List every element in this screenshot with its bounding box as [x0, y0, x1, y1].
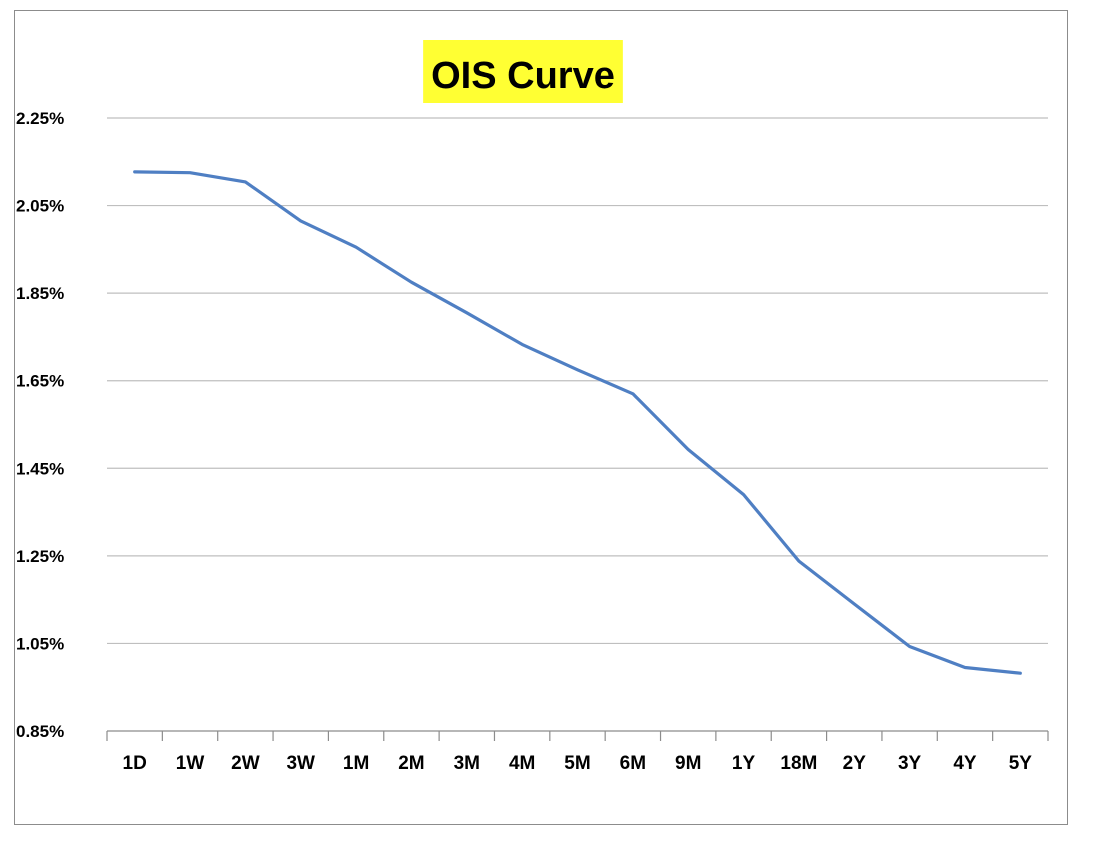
series-layer [133, 170, 1022, 675]
data-point [798, 560, 800, 562]
y-tick-label: 1.05% [16, 634, 64, 653]
y-tick-label: 2.25% [16, 109, 64, 128]
chart-title-highlight [423, 40, 623, 103]
x-tick-label: 6M [620, 753, 646, 774]
data-point [853, 603, 855, 605]
y-tick-label: 2.05% [16, 197, 64, 216]
data-point [134, 171, 136, 173]
data-point [410, 281, 412, 283]
x-tick-label: 18M [780, 753, 817, 774]
x-tick-label: 9M [675, 753, 701, 774]
y-tick-label: 1.45% [16, 459, 64, 478]
x-tick-label: 2M [398, 753, 424, 774]
chart-title-group: OIS Curve [423, 40, 623, 103]
x-tick-label: 1Y [732, 753, 756, 774]
axes [106, 730, 1049, 741]
data-point [909, 645, 911, 647]
y-tick-label: 1.65% [16, 372, 64, 391]
data-point [466, 312, 468, 314]
data-point [244, 181, 246, 183]
x-tick-label: 3W [286, 753, 315, 774]
x-tick-label: 1D [123, 753, 147, 774]
x-tick-label: 1W [176, 753, 205, 774]
x-tick-label: 3M [454, 753, 480, 774]
x-tick-label: 5M [564, 753, 590, 774]
data-point [300, 220, 302, 222]
chart-frame [14, 10, 1068, 825]
x-tick-label: 4M [509, 753, 535, 774]
x-tick-labels: 1D 1W 2W 3W 1M 2M 3M 4M 5M 6M 9M 1Y 18M 2Y 3Y 4Y 5Y [123, 753, 1033, 774]
x-tick-label: 2Y [843, 753, 867, 774]
y-tick-label: 1.85% [16, 284, 64, 303]
chart-title: OIS Curve [431, 55, 615, 97]
data-point [355, 246, 357, 248]
data-point [632, 393, 634, 395]
data-point [577, 369, 578, 371]
data-point [964, 667, 966, 669]
x-tick-label: 1M [343, 753, 369, 774]
x-tick-label: 3Y [898, 753, 922, 774]
gridlines [107, 117, 1048, 645]
data-point [743, 494, 745, 496]
y-tick-label: 0.85% [16, 722, 64, 741]
data-point [521, 343, 523, 345]
y-tick-labels: 2.25% 2.05% 1.85% 1.65% 1.45% 1.25% 1.05% 0.85% [16, 109, 64, 741]
y-tick-label: 1.25% [16, 547, 64, 566]
x-tick-label: 5Y [1009, 753, 1033, 774]
data-point [189, 172, 191, 174]
data-point [687, 448, 689, 450]
x-tick-label: 4Y [953, 753, 977, 774]
data-point [1019, 672, 1021, 674]
x-tick-label: 2W [231, 753, 260, 774]
series-line [133, 170, 1022, 675]
